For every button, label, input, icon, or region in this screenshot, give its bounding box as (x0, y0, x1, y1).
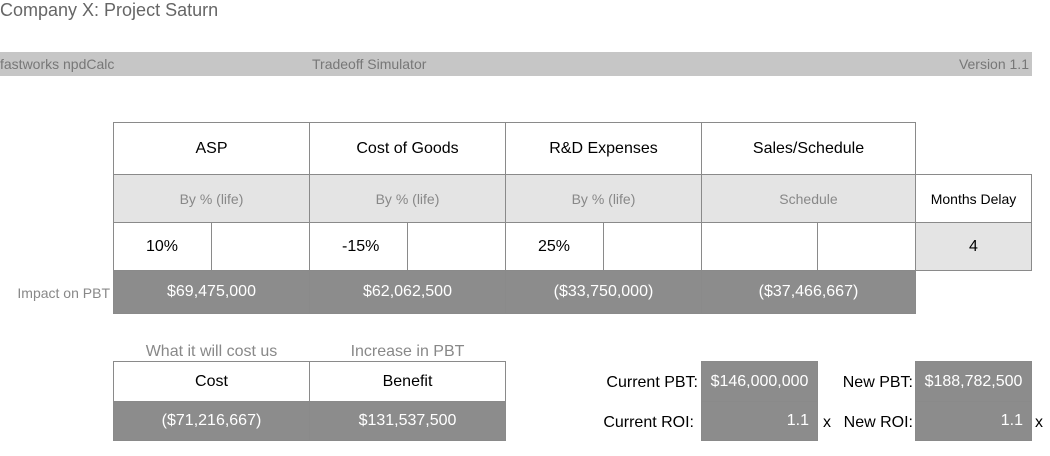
method-select-asp[interactable]: By % (life) (113, 174, 310, 223)
cost-value: ($71,216,667) (113, 401, 310, 441)
column-header-rd-expenses: R&D Expenses (505, 122, 702, 175)
impact-asp: $69,475,000 (113, 270, 310, 314)
asp-input[interactable]: 10% (113, 222, 212, 271)
method-select-rd-expenses[interactable]: By % (life) (505, 174, 702, 223)
column-header-sales-schedule: Sales/Schedule (701, 122, 916, 175)
months-delay-label: Months Delay (915, 174, 1032, 223)
cost-of-goods-input[interactable]: -15% (309, 222, 408, 271)
benefit-value: $131,537,500 (309, 401, 506, 441)
impact-row-label: Impact on PBT (17, 285, 110, 301)
app-toolbar: fastworks npdCalc Tradeoff Simulator Ver… (0, 52, 1032, 76)
version-label: Version 1.1 (958, 56, 1029, 72)
current-pbt-value: $146,000,000 (701, 361, 818, 402)
new-roi-value: 1.1 (915, 401, 1032, 441)
column-header-asp: ASP (113, 122, 310, 175)
new-roi-label: New ROI: (843, 414, 913, 431)
rd-expenses-input[interactable]: 25% (505, 222, 604, 271)
method-select-cost-of-goods[interactable]: By % (life) (309, 174, 506, 223)
current-roi-label: Current ROI: (603, 414, 694, 431)
asp-input-secondary[interactable] (211, 222, 310, 271)
cost-of-goods-input-secondary[interactable] (407, 222, 506, 271)
new-roi-suffix: x (1035, 414, 1043, 431)
app-name: fastworks npdCalc (0, 56, 115, 72)
new-pbt-value: $188,782,500 (915, 361, 1032, 402)
current-roi-value: 1.1 (701, 401, 818, 441)
column-header-cost-of-goods: Cost of Goods (309, 122, 506, 175)
cost-header: Cost (113, 361, 310, 402)
impact-cost-of-goods: $62,062,500 (309, 270, 506, 314)
months-delay-input[interactable]: 4 (915, 222, 1032, 271)
current-pbt-label: Current PBT: (606, 374, 698, 391)
sales-schedule-input-secondary[interactable] (817, 222, 916, 271)
tool-name: Tradeoff Simulator (312, 56, 427, 72)
benefit-caption: Increase in PBT (350, 343, 465, 360)
new-pbt-label: New PBT: (842, 374, 913, 391)
sales-schedule-input[interactable] (701, 222, 818, 271)
impact-rd-expenses: ($33,750,000) (505, 270, 702, 314)
current-roi-suffix: x (823, 414, 831, 431)
benefit-header: Benefit (309, 361, 506, 402)
cost-caption: What it will cost us (145, 343, 278, 360)
impact-sales-schedule: ($37,466,667) (701, 270, 916, 314)
method-select-sales-schedule[interactable]: Schedule (701, 174, 916, 223)
rd-expenses-input-secondary[interactable] (603, 222, 702, 271)
page-title: Company X: Project Saturn (0, 0, 219, 20)
